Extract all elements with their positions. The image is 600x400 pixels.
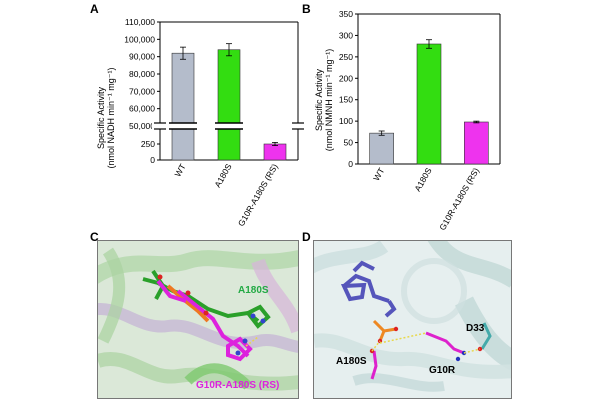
chart-a-ytick-label: 80,000	[129, 69, 155, 79]
ligand-nad	[340, 260, 397, 318]
panel-letter-b: B	[302, 2, 311, 16]
label-a180s-c: A180S	[238, 285, 269, 296]
residue-g10r	[425, 331, 465, 355]
chart-b-xtick-label: WT	[371, 166, 386, 182]
chart-b-xtick-label: G10R-A180S (RS)	[437, 166, 481, 232]
chart-b-bar	[416, 43, 442, 165]
chart-a-ylabel-line2: (nmol NADH min⁻¹ mg⁻¹)	[106, 67, 116, 168]
chart-b-xtick-label: A180S	[412, 166, 434, 193]
label-g10r-a180s-c: G10R-A180S (RS)	[196, 380, 279, 391]
chart-b-group: Specific Activity (nmol NMNH min⁻¹ mg⁻¹)…	[314, 9, 501, 232]
residue-a180s	[370, 350, 378, 380]
chart-b-ytick-label: 350	[339, 9, 353, 19]
chart-b-ytick-label: 100	[339, 116, 353, 126]
chart-a-ylabel-line1: Specific Activity	[96, 86, 106, 149]
label-a180s-d: A180S	[336, 356, 367, 367]
structure-panel-c: A180S G10R-A180S (RS)	[97, 240, 299, 399]
chart-b-bar	[369, 132, 394, 165]
chart-b-ylabel-line2: (nmol NMNH min⁻¹ mg⁻¹)	[324, 49, 334, 152]
chart-b-ytick-label: 150	[339, 95, 353, 105]
chart-b-ytick-label: 300	[339, 30, 353, 40]
residue-d33	[480, 322, 492, 350]
structure-panel-d: A180S G10R D33	[313, 240, 512, 399]
chart-a-ytick-label: 70,000	[129, 86, 155, 96]
protein-structure-d: A180S G10R D33	[314, 241, 511, 398]
label-g10r-d: G10R	[429, 365, 456, 376]
ligand-orange	[166, 284, 210, 323]
chart-a-ytick-label: 250	[141, 139, 155, 149]
chart-b-ylabel-line1: Specific Activity	[314, 68, 324, 131]
panel-letter-a: A	[90, 2, 99, 16]
chart-b-bar	[464, 121, 489, 165]
panel-letter-d: D	[302, 230, 311, 244]
chart-a-ytick-label: 60,000	[129, 104, 155, 114]
chart-a-ytick-label: 50,000	[129, 121, 155, 131]
chart-a-ytick-label: 0	[150, 155, 155, 165]
chart-a-ytick-label: 110,000	[125, 17, 155, 27]
chart-a-ytick-label: 90,000	[129, 52, 155, 62]
panel-letter-c: C	[90, 230, 99, 244]
chart-b-ytick-label: 0	[348, 159, 353, 169]
chart-b-ytick-label: 200	[339, 73, 353, 83]
label-d33-d: D33	[466, 323, 485, 334]
chart-b-ytick-label: 250	[339, 52, 353, 62]
ligand-blue-atoms	[235, 313, 266, 356]
protein-structure-c: A180S G10R-A180S (RS)	[98, 241, 298, 398]
chart-a-break-gap	[152, 123, 306, 129]
chart-b-ytick-label: 50	[344, 138, 354, 148]
ligand-magenta	[156, 279, 253, 362]
chart-a-ytick-label: 100,000	[124, 34, 155, 44]
ligand-red-atoms	[157, 274, 209, 316]
